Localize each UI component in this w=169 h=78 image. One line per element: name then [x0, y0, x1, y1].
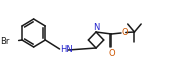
Text: N: N	[93, 22, 99, 32]
Text: Br: Br	[1, 37, 10, 45]
Text: O: O	[122, 28, 129, 37]
Text: HN: HN	[61, 45, 73, 55]
Text: O: O	[108, 49, 115, 57]
